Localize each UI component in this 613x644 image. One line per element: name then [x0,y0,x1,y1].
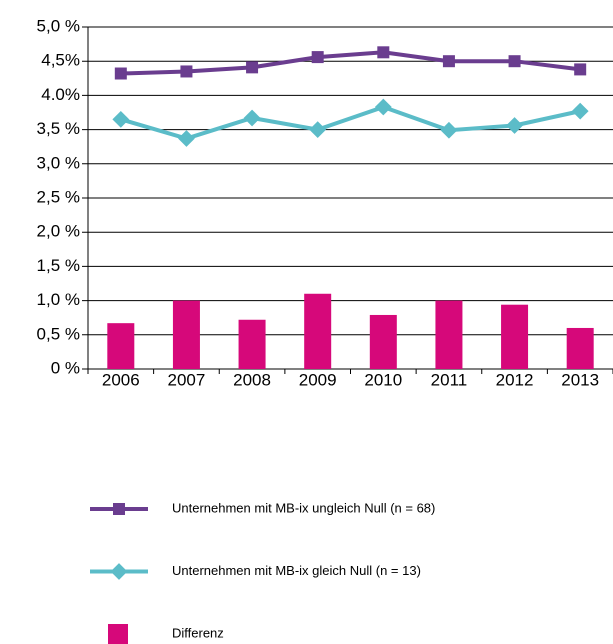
x-tick-label: 2013 [561,370,599,389]
x-tick-label: 2007 [168,370,206,389]
line [120,104,581,141]
marker [246,61,259,74]
marker [442,55,455,68]
legend-label: Differenz [172,625,224,640]
bar [304,293,332,369]
y-tick-label: 3,5 % [37,119,80,138]
x-tick-label: 2012 [496,370,534,389]
bar [238,319,266,369]
line [120,50,581,76]
marker [311,51,324,64]
y-tick-label: 0,5 % [37,324,80,343]
bar [172,300,200,369]
marker [180,65,193,78]
legend-marker [110,563,128,580]
marker [574,63,587,76]
bar [435,300,463,369]
y-tick-label: 4.0% [41,85,80,104]
marker [506,117,523,134]
y-tick-label: 0 % [51,358,80,377]
marker [243,109,261,127]
y-tick-label: 1,0 % [37,290,80,309]
y-tick-label: 2,5 % [37,187,80,206]
y-tick-label: 3,0 % [37,153,80,172]
marker [374,98,392,116]
marker [114,67,127,80]
marker [178,130,195,147]
bar [566,327,594,369]
bar [107,323,135,369]
marker [377,46,390,59]
y-tick-label: 2,0 % [37,222,80,241]
marker [508,55,521,68]
x-tick-label: 2009 [299,370,337,389]
y-tick-label: 1,5 % [37,256,80,275]
bar [369,314,397,369]
marker [309,121,327,138]
legend-label: Unternehmen mit MB-ix ungleich Null (n =… [172,500,435,515]
marker [112,110,130,128]
legend-label: Unternehmen mit MB-ix gleich Null (n = 1… [172,563,421,578]
x-tick-label: 2008 [233,370,271,389]
x-tick-label: 2010 [364,370,402,389]
legend-swatch [108,624,128,644]
y-tick-label: 5,0 % [37,16,80,35]
x-tick-label: 2011 [431,370,468,389]
marker [571,102,589,120]
bar [501,304,529,369]
y-tick-label: 4,5% [41,51,80,70]
x-tick-label: 2006 [102,370,140,389]
marker [440,121,458,139]
legend-marker [113,503,125,515]
